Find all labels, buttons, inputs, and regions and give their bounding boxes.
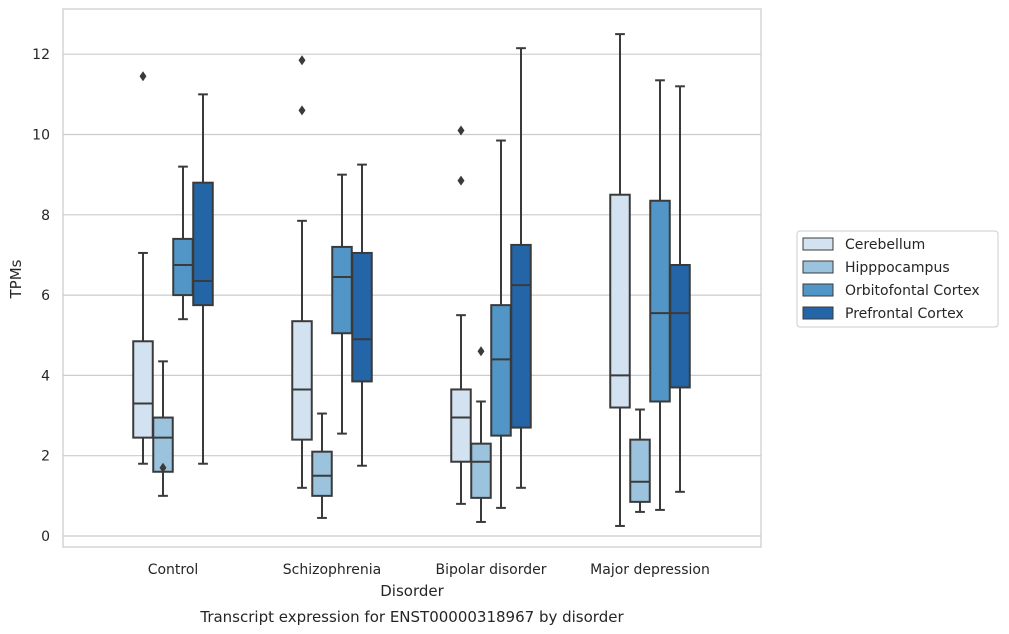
box-prefrontal-cortex [351,163,373,467]
box-prefrontal-cortex [669,85,691,493]
box-iqr [132,340,154,439]
box-hipppocampus [629,408,651,513]
y-axis-label: TPMs [7,259,25,299]
box-iqr [331,245,353,335]
legend-label: Prefrontal Cortex [845,306,964,322]
y-tick-label: 2 [41,449,50,465]
x-axis-label: Disorder [380,582,444,600]
box-series [132,33,691,527]
box-iqr [291,320,313,441]
x-tick-labels: Control Schizophrenia Bipolar disorder Majo… [148,562,710,578]
y-tick-label: 12 [32,47,50,63]
y-tick-label: 4 [41,368,50,384]
box-iqr [669,263,691,389]
box-hipppocampus [152,360,174,497]
box-iqr [351,251,373,383]
box-orbitofontal-cortex [172,165,194,321]
x-tick-label: Schizophrenia [283,562,381,578]
legend: Cerebellum Hipppocampus Orbitofontal Corte… [796,230,999,328]
outlier-point [457,175,465,186]
plot-frame [62,8,762,548]
box-orbitofontal-cortex [490,139,512,509]
box-cerebellum [291,55,313,489]
box-iqr [311,450,333,497]
box-iqr [172,237,194,297]
outlier-point [457,125,465,136]
x-tick-label: Bipolar disorder [435,562,546,578]
legend-swatch [802,237,834,251]
outlier-point [298,105,306,116]
box-cerebellum [450,125,472,505]
legend-label: Cerebellum [845,237,925,253]
y-tick-labels: 0 2 4 6 8 10 12 [32,47,50,545]
outlier-point [298,55,306,66]
outlier-point [159,462,167,473]
legend-swatch [802,260,834,274]
chart-caption: Transcript expression for ENST0000031896… [199,608,624,626]
box-prefrontal-cortex [510,47,532,489]
box-hipppocampus [470,346,492,523]
y-tick-label: 10 [32,128,50,144]
legend-swatch [802,306,834,320]
box-iqr [649,199,671,403]
y-tick-label: 0 [41,529,50,545]
box-iqr [192,181,214,307]
box-iqr [450,388,472,463]
x-tick-label: Control [148,562,199,578]
x-tick-label: Major depression [590,562,710,578]
legend-swatch [802,283,834,297]
box-cerebellum [609,33,631,527]
box-iqr [470,442,492,499]
outlier-point [477,346,485,357]
legend-label: Hipppocampus [845,260,950,276]
y-tick-label: 8 [41,208,50,224]
outlier-point [139,71,147,82]
box-prefrontal-cortex [192,93,214,465]
box-iqr [490,304,512,437]
box-iqr [629,438,651,503]
legend-frame [796,230,999,328]
y-tick-label: 6 [41,288,50,304]
box-hipppocampus [311,412,333,519]
box-cerebellum [132,71,154,465]
legend-label: Orbitofontal Cortex [845,283,980,299]
box-iqr [609,193,631,409]
box-iqr [510,243,532,429]
